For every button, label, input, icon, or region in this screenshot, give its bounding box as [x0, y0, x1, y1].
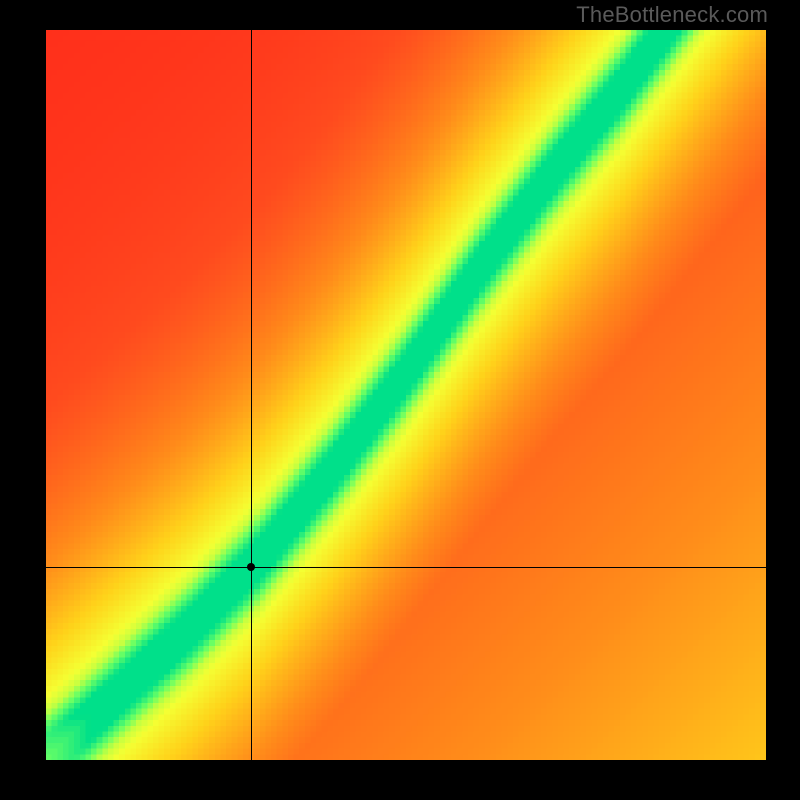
crosshair-point	[247, 563, 255, 571]
bottleneck-heatmap	[46, 30, 766, 760]
figure-root: TheBottleneck.com	[0, 0, 800, 800]
crosshair-horizontal	[46, 567, 766, 568]
watermark-text: TheBottleneck.com	[576, 2, 768, 28]
crosshair-vertical	[251, 30, 252, 760]
